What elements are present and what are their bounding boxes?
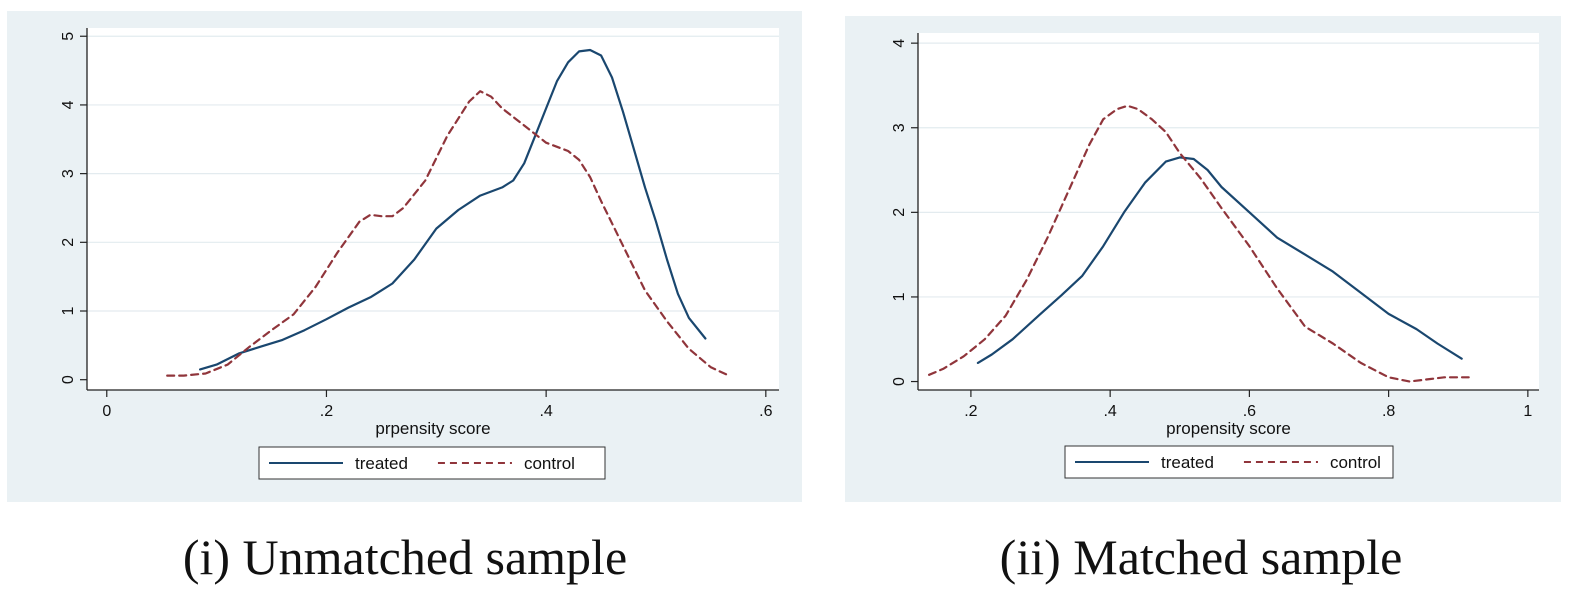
legend-label-control: control	[1330, 453, 1381, 472]
legend-label-treated: treated	[1161, 453, 1214, 472]
y-tick-label: 0	[891, 377, 908, 386]
x-tick-label: .8	[1382, 403, 1395, 420]
legend-box	[258, 446, 606, 480]
chart-panel-unmatched: 0 1 2 3 4 5 0 .2 .4 .6 prpensity score treated contr…	[7, 11, 802, 502]
x-tick-label: .4	[1103, 403, 1116, 420]
plot-area	[87, 28, 779, 390]
y-tick-label: 0	[60, 375, 77, 384]
chart-panel-matched: 0 1 2 3 4 .2 .4 .6 .8 1 propensity score treated con…	[845, 16, 1561, 502]
y-tick-label: 2	[60, 238, 77, 247]
legend-label-control: control	[524, 454, 575, 473]
x-tick-label: 0	[102, 403, 111, 420]
chart-matched: 0 1 2 3 4 .2 .4 .6 .8 1 propensity score treated con…	[891, 33, 1539, 479]
chart-unmatched: 0 1 2 3 4 5 0 .2 .4 .6 prpensity score treated contr…	[60, 28, 779, 480]
series-line-control	[166, 90, 729, 377]
x-axis-title: propensity score	[1166, 419, 1291, 438]
y-tick-label: 3	[891, 123, 908, 132]
x-tick-label: .2	[964, 403, 977, 420]
caption-unmatched-sample: (i) Unmatched sample	[182, 529, 628, 585]
x-tick-label: .2	[320, 403, 333, 420]
plot-area	[918, 33, 1539, 390]
x-axis-title: prpensity score	[375, 419, 490, 438]
x-tick-label: .4	[539, 403, 552, 420]
y-tick-label: 4	[891, 39, 908, 48]
y-tick-label: 1	[60, 306, 77, 315]
x-tick-label: 1	[1523, 403, 1532, 420]
x-tick-label: .6	[1243, 403, 1256, 420]
series-line-treated	[976, 156, 1463, 364]
caption-matched-sample: (ii) Matched sample	[999, 529, 1403, 585]
y-tick-label: 5	[60, 32, 77, 41]
series-line-control	[928, 104, 1470, 383]
y-tick-label: 2	[891, 208, 908, 217]
x-tick-label: .6	[759, 403, 772, 420]
y-tick-label: 3	[60, 169, 77, 178]
legend-label-treated: treated	[355, 454, 408, 473]
y-tick-label: 4	[60, 100, 77, 109]
series-line-treated	[199, 48, 707, 371]
y-tick-label: 1	[891, 292, 908, 301]
